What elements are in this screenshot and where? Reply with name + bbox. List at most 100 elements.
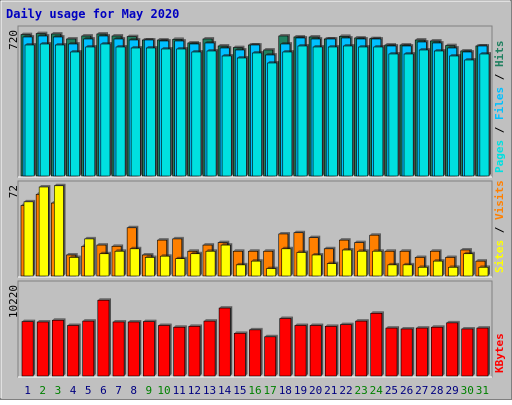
bar-kbytes-day-8-face: [127, 321, 140, 377]
bar-kbytes-day-5: [82, 319, 96, 377]
bar-kbytes-day-13: [203, 319, 218, 377]
bar-visits-day-7-top: [111, 244, 124, 247]
bar-kbytes-day-30-face: [461, 328, 474, 377]
bar-kbytes-day-15: [233, 331, 248, 377]
bar-pages-day-24-side: [382, 45, 385, 176]
bar-pages-day-19: [297, 44, 310, 177]
bar-pages-day-4: [70, 50, 82, 177]
bar-kbytes-day-29-side: [457, 320, 460, 376]
bar-pages-day-22-side: [352, 44, 355, 176]
bar-sites-day-17-top: [266, 266, 278, 269]
bar-sites-day-29-side: [457, 265, 460, 276]
bar-hits-day-28-top: [430, 39, 442, 41]
bar-kbytes-day-16-side: [260, 327, 263, 376]
bar-sites-day-19: [296, 250, 309, 277]
bar-sites-day-21-face: [326, 263, 337, 277]
bar-kbytes-day-2-side: [48, 320, 51, 376]
bar-sites-day-5-side: [93, 236, 96, 276]
bar-sites-day-13-face: [205, 250, 216, 277]
bar-visits-day-30-top: [460, 248, 472, 251]
legend-kbytes: KBytes: [493, 333, 506, 373]
bar-pages-day-31-top: [479, 52, 491, 54]
bar-files-day-4-top: [68, 42, 80, 44]
bar-pages-day-3-face: [55, 44, 65, 177]
bar-visits-day-31-top: [475, 259, 487, 262]
bar-kbytes-day-5-side: [93, 319, 96, 376]
bar-pages-day-9: [145, 46, 158, 177]
bar-sites-day-26-top: [403, 262, 415, 265]
bar-kbytes-day-21: [324, 324, 339, 377]
day-label-27: 27: [415, 384, 428, 397]
bar-files-day-31-top: [477, 44, 489, 46]
chart-title: Daily usage for May 2020: [6, 7, 179, 21]
bar-kbytes-day-26-side: [412, 326, 415, 376]
bar-pages-day-6-side: [109, 42, 112, 176]
bar-kbytes-day-13-side: [215, 319, 218, 376]
bar-kbytes-day-23-side: [366, 319, 369, 376]
bar-files-day-18-top: [280, 42, 292, 44]
bar-pages-day-6-top: [100, 42, 112, 44]
bar-sites-day-22-top: [342, 248, 354, 251]
bar-visits-day-22-top: [339, 238, 351, 241]
bar-sites-day-22-side: [351, 248, 354, 276]
bar-files-day-28-top: [432, 41, 444, 43]
bar-pages-day-21: [327, 45, 340, 177]
bar-pages-day-23-side: [367, 45, 370, 176]
bar-sites-day-10-top: [160, 254, 172, 257]
bar-sites-day-31: [478, 265, 490, 277]
bar-pages-day-20-face: [312, 46, 323, 177]
bar-kbytes-day-14-face: [218, 307, 231, 377]
bar-pages-day-26-face: [403, 53, 414, 177]
bar-kbytes-day-8-side: [139, 320, 142, 376]
bar-sites-day-20: [311, 252, 324, 277]
bar-sites-day-24: [372, 249, 384, 277]
day-label-1: 1: [24, 384, 31, 397]
bar-kbytes-day-22-side: [351, 322, 354, 376]
bar-pages-day-8-top: [131, 46, 143, 48]
bar-kbytes-day-30-side: [472, 326, 475, 376]
bar-sites-day-9-top: [145, 255, 157, 258]
bar-sites-day-21-side: [336, 261, 339, 276]
bar-files-day-14-top: [220, 46, 232, 48]
bar-pages-day-20: [312, 45, 325, 177]
bar-kbytes-day-14-top: [219, 306, 233, 309]
bar-kbytes-day-25-face: [385, 327, 398, 377]
bar-sites-day-17-side: [275, 266, 278, 276]
bar-kbytes-day-24-side: [381, 311, 384, 376]
bar-pages-day-4-face: [70, 51, 80, 177]
bar-visits-day-14-top: [218, 240, 230, 243]
bar-pages-day-12-side: [200, 50, 203, 176]
bar-kbytes-day-3-top: [52, 318, 66, 321]
day-label-6: 6: [100, 384, 107, 397]
bar-pages-day-11-top: [176, 47, 188, 49]
bar-pages-day-18-side: [291, 50, 294, 176]
bar-pages-day-2-top: [40, 42, 52, 44]
bar-kbytes-day-9-side: [154, 319, 157, 376]
bar-files-day-9-top: [144, 38, 156, 40]
bar-sites-day-4-top: [69, 255, 81, 258]
day-axis-labels: 1 2 3 4 5 6 7 8 9 10 11 12 13 14 15 16 17 18 19 20 21 22 23 24 2…: [24, 384, 489, 397]
bar-kbytes-day-14-side: [230, 306, 233, 376]
bar-visits-day-8-top: [127, 225, 139, 228]
bar-sites-day-12-top: [190, 251, 202, 254]
bar-kbytes-day-11-face: [173, 326, 186, 377]
bar-kbytes-day-7: [112, 320, 127, 377]
bar-visits-day-12-top: [187, 249, 199, 252]
bar-kbytes-day-16-top: [249, 327, 263, 330]
bar-files-day-21-top: [326, 37, 338, 39]
bar-kbytes-day-17-side: [275, 334, 278, 376]
bar-kbytes-day-27-face: [415, 327, 428, 377]
bar-kbytes-day-2-face: [36, 321, 49, 377]
bar-kbytes-day-15-face: [233, 333, 246, 377]
bar-hits-day-5-top: [81, 34, 93, 36]
bar-pages-day-23: [358, 45, 370, 177]
bar-sites-day-23-side: [366, 249, 369, 276]
legend-separator: /: [493, 220, 506, 240]
bar-kbytes-day-12-face: [188, 326, 201, 377]
bar-files-day-2-top: [38, 34, 50, 36]
bar-pages-day-29-side: [458, 54, 461, 176]
bar-visits-day-25-top: [384, 249, 397, 252]
bar-visits-day-17-top: [263, 249, 275, 252]
day-label-13: 13: [203, 384, 216, 397]
bar-pages-day-24-top: [373, 45, 385, 47]
